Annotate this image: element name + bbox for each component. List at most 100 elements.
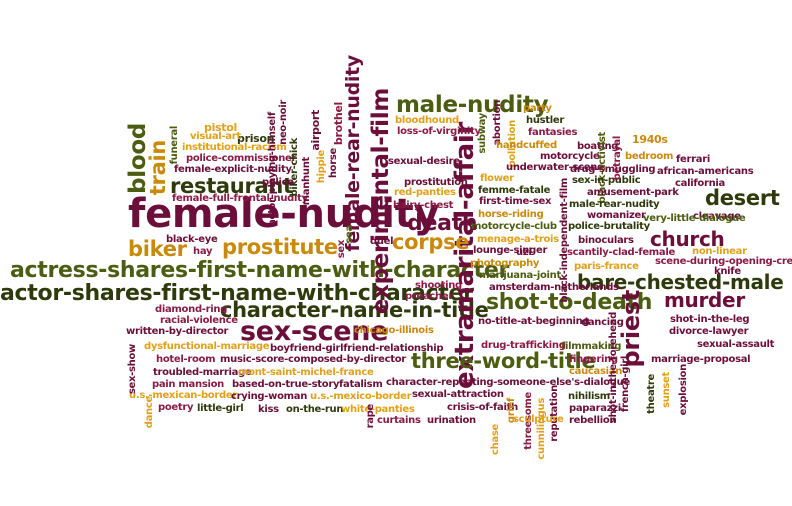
tag-us-mexican-border[interactable]: u.s.-mexican-border	[129, 390, 237, 401]
tag-female-explicit-nudity[interactable]: female-explicit-nudity	[174, 164, 292, 175]
tag-institutional-racism[interactable]: institutional-racism	[182, 142, 287, 153]
tag-shot-in-forehead[interactable]: shot-in-the-forehead	[608, 312, 619, 424]
tag-hay[interactable]: hay	[193, 246, 213, 257]
tag-death[interactable]: death	[407, 211, 478, 236]
tag-male-nudity[interactable]: male-nudity	[396, 92, 549, 118]
tag-sea[interactable]: sea	[344, 225, 355, 244]
tag-lounge-singer[interactable]: lounge-singer	[473, 245, 548, 256]
tag-cunnilingus[interactable]: cunnilingus	[536, 398, 547, 460]
tag-sexual-desire[interactable]: sexual-desire	[388, 156, 460, 167]
tag-rebellion[interactable]: rebellion	[569, 415, 617, 426]
tag-shot-in-leg[interactable]: shot-in-the-leg	[670, 314, 750, 325]
tag-airport[interactable]: airport	[309, 110, 322, 151]
tag-nihilism[interactable]: nihilism	[568, 391, 610, 402]
tag-flower[interactable]: flower	[480, 173, 514, 184]
tag-us-mexico-border[interactable]: u.s.-mexico-border	[310, 391, 412, 402]
tag-uzi[interactable]: uzi	[516, 247, 532, 258]
tag-scantily-clad[interactable]: scantily-clad-female	[567, 247, 675, 258]
tag-paparazzi[interactable]: paparazzi	[569, 403, 621, 414]
tag-party[interactable]: party	[523, 103, 552, 114]
tag-knife[interactable]: knife	[714, 266, 741, 277]
tag-loss-of-virginity[interactable]: loss-of-virginity	[397, 126, 481, 137]
tag-binoculars[interactable]: binoculars	[578, 235, 634, 246]
tag-poetry[interactable]: poetry	[158, 402, 194, 413]
tag-curtains[interactable]: curtains	[377, 415, 421, 426]
tag-hustler[interactable]: hustler	[526, 115, 565, 126]
tag-amsterdam[interactable]: amsterdam-netherlands	[489, 282, 619, 293]
tag-female-full-frontal-nudity[interactable]: female-full-frontal-nudity	[172, 193, 308, 204]
tag-theatre[interactable]: theatre	[646, 374, 657, 414]
tag-fantasies[interactable]: fantasies	[528, 127, 578, 138]
tag-paris-france[interactable]: paris-france	[574, 261, 639, 272]
tag-brothel[interactable]: brothel	[332, 102, 345, 146]
tag-black-independent-film[interactable]: black-independent-film	[559, 178, 570, 303]
tag-crying-woman[interactable]: crying-woman	[231, 391, 308, 402]
tag-police-commissioner[interactable]: police-commissioner	[186, 153, 297, 164]
tag-french-girl[interactable]: french-girl	[620, 356, 631, 413]
tag-restaurant[interactable]: restaurant	[170, 174, 293, 198]
tag-dysfunctional-marriage[interactable]: dysfunctional-marriage	[144, 341, 270, 352]
tag-boyfriend-girlfriend[interactable]: boyfriend-girlfriend-relationship	[270, 343, 444, 354]
tag-motorcycle-club[interactable]: motorcycle-club	[471, 221, 557, 232]
tag-murder[interactable]: murder	[664, 288, 745, 312]
tag-kiss[interactable]: kiss	[258, 404, 279, 415]
tag-underwater-scene[interactable]: underwater-scene	[506, 162, 604, 173]
tag-preacher[interactable]: preacher	[405, 291, 453, 302]
tag-chicago-illinois[interactable]: chicago-illinois	[354, 325, 434, 336]
tag-little-girl[interactable]: little-girl	[197, 403, 244, 414]
tag-sex-scene[interactable]: sex-scene	[240, 316, 389, 347]
tag-mont-saint-michel[interactable]: mont-saint-michel-france	[238, 367, 374, 378]
tag-handcuffed[interactable]: handcuffed	[496, 140, 557, 151]
tag-male-rear-nudity[interactable]: male-rear-nudity	[569, 199, 660, 210]
tag-experimental-film[interactable]: experimental-film	[368, 88, 394, 315]
tag-african-americans[interactable]: african-americans	[657, 166, 754, 177]
tag-dancing[interactable]: dancing	[581, 317, 624, 328]
tag-hippie[interactable]: hippie	[316, 150, 327, 184]
tag-bloodhound[interactable]: bloodhound	[395, 115, 459, 126]
tag-drug-smuggling[interactable]: drug-smuggling	[570, 164, 656, 175]
tag-femme-fatale[interactable]: femme-fatale	[478, 185, 551, 196]
tag-duel[interactable]: duel	[370, 236, 394, 247]
tag-abortion[interactable]: abortion	[492, 100, 503, 146]
tag-written-by-director[interactable]: written-by-director	[126, 326, 229, 337]
tag-caucasian[interactable]: caucasian	[569, 366, 623, 377]
tag-marriage-proposal[interactable]: marriage-proposal	[651, 354, 751, 365]
tag-female-rear-nudity[interactable]: female-rear-nudity	[342, 55, 364, 252]
tag-pain-mansion[interactable]: pain mansion	[152, 379, 224, 390]
tag-photography[interactable]: photography	[470, 258, 540, 269]
tag-explosion[interactable]: explosion	[678, 364, 689, 416]
tag-1940s[interactable]: 1940s	[632, 133, 668, 146]
tag-biker[interactable]: biker	[128, 237, 187, 261]
tag-church[interactable]: church	[650, 227, 725, 251]
tag-sex-show[interactable]: sex-show	[127, 344, 138, 395]
tag-character-name-in-title[interactable]: character-name-in-title	[220, 298, 489, 322]
tag-bedroom[interactable]: bedroom	[625, 151, 674, 162]
tag-amusement-park[interactable]: amusement-park	[587, 187, 679, 198]
tag-filmmaking[interactable]: filmmaking	[561, 341, 622, 352]
tag-black-eye[interactable]: black-eye	[166, 234, 218, 245]
tag-sexual-assault[interactable]: sexual-assault	[697, 339, 775, 350]
tag-horse[interactable]: horse	[328, 148, 339, 179]
tag-female-nudity[interactable]: female-nudity	[128, 191, 440, 237]
tag-actor-shares[interactable]: actor-shares-first-name-with-character	[0, 281, 474, 306]
tag-character-repeating[interactable]: character-repeating-someone-else's-dialo…	[386, 377, 630, 388]
tag-cleavage[interactable]: cleavage	[693, 211, 741, 222]
tag-corpse[interactable]: corpse	[392, 230, 470, 254]
tag-scene-during-credits[interactable]: scene-during-opening-credits	[655, 256, 792, 267]
tag-subway[interactable]: subway	[477, 113, 488, 154]
tag-ferrari[interactable]: ferrari	[676, 154, 711, 165]
tag-music-score[interactable]: music-score-composed-by-director	[220, 354, 406, 365]
tag-troubled-marriage[interactable]: troubled-marriage	[153, 367, 252, 378]
tag-hotel-room[interactable]: hotel-room	[156, 354, 216, 365]
tag-pistol[interactable]: pistol	[204, 121, 237, 134]
tag-motorcycle[interactable]: motorcycle	[540, 151, 600, 162]
tag-visual-art[interactable]: visual-art	[190, 131, 241, 142]
tag-white-panties[interactable]: white-panties	[341, 404, 415, 415]
tag-sex-in-public[interactable]: sex-in-public	[572, 175, 641, 186]
tag-neo-noir[interactable]: neo-noir	[278, 100, 289, 145]
tag-shot-to-death[interactable]: shot-to-death	[486, 290, 653, 315]
tag-prostitute[interactable]: prostitute	[222, 235, 338, 259]
tag-based-on-true-story[interactable]: based-on-true-story	[232, 379, 340, 390]
tag-no-title[interactable]: no-title-at-beginning	[478, 316, 590, 327]
tag-three-word-title[interactable]: three-word-title	[411, 349, 596, 373]
